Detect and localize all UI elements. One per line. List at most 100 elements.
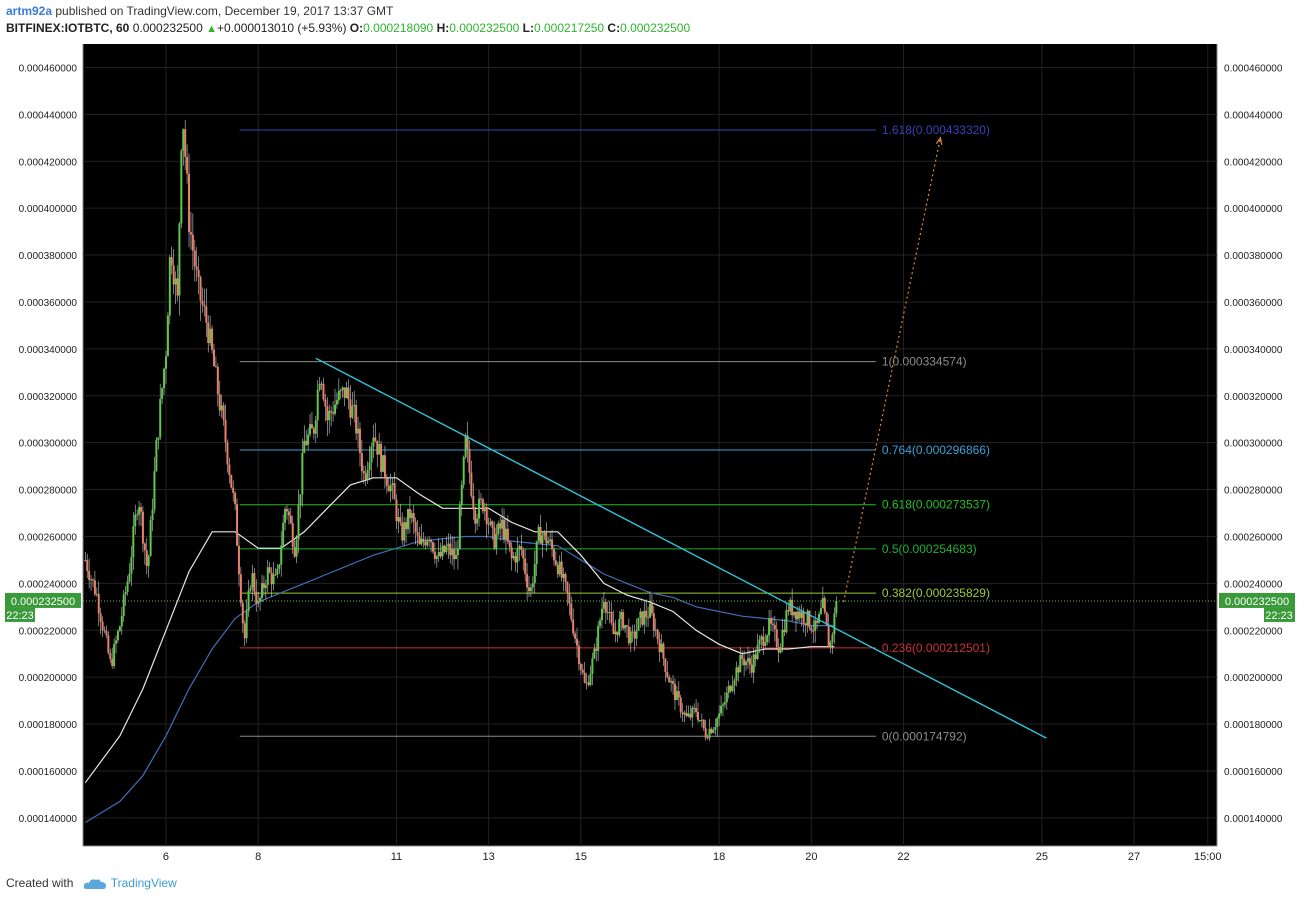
candle-body	[443, 545, 446, 552]
x-tick-label: 27	[1128, 851, 1140, 863]
candle-body	[556, 564, 559, 575]
candle-body	[364, 473, 367, 480]
candle-body	[330, 410, 333, 413]
candle-body	[673, 683, 676, 701]
candle-body	[268, 567, 271, 573]
candle-body	[145, 550, 148, 567]
price-chart[interactable]: 0.000140000 0.000140000 0.000160000 0.00016…	[0, 0, 1302, 870]
y-tick-label-right: 0.000320000	[1224, 392, 1283, 403]
x-tick-label: 15:00	[1194, 851, 1222, 863]
candle-body	[86, 560, 89, 571]
candle-body	[520, 546, 523, 551]
candle-body	[827, 625, 830, 647]
candle-body	[218, 394, 221, 411]
y-tick-label-left: 0.000360000	[19, 298, 78, 309]
candle-body	[599, 620, 602, 626]
candle-body	[756, 644, 759, 660]
candle-body	[535, 541, 538, 565]
candle-body	[370, 446, 373, 463]
candle-body	[253, 573, 256, 592]
candle-body	[647, 617, 650, 619]
candle-body	[353, 404, 356, 406]
candle-body	[547, 541, 550, 544]
candle-body	[554, 560, 557, 565]
candle-body	[649, 603, 651, 618]
y-tick-label-left: 0.000140000	[19, 814, 78, 825]
candle-body	[99, 613, 102, 622]
candle-body	[140, 507, 143, 512]
up-triangle-icon: ▲	[206, 23, 217, 35]
y-tick-label-right: 0.000420000	[1224, 157, 1283, 168]
candle-body	[270, 572, 273, 585]
candle-body	[466, 435, 469, 449]
candle-body	[168, 257, 171, 316]
fib-level-label: 0.618(0.000273537)	[882, 498, 990, 512]
candle-body	[232, 487, 235, 493]
symbol-label: BITFINEX:IOTBTC, 60	[6, 21, 130, 35]
candle-body	[712, 729, 715, 733]
candle-body	[512, 556, 515, 559]
candle-body	[241, 602, 244, 624]
candle-body	[389, 485, 392, 492]
candle-body	[462, 457, 465, 485]
candle-body	[116, 631, 119, 641]
candle-body	[120, 615, 123, 627]
y-tick-label-right: 0.000300000	[1224, 439, 1283, 450]
candle-body	[433, 551, 436, 559]
candle-body	[147, 556, 150, 567]
y-tick-label-right: 0.000280000	[1224, 486, 1283, 497]
candle-body	[741, 654, 744, 659]
candle-body	[821, 597, 824, 609]
candle-body	[293, 547, 296, 557]
candle-body	[616, 631, 619, 636]
candle-body	[526, 573, 529, 588]
countdown-tag-left-bg	[5, 607, 35, 622]
candle-body	[504, 528, 507, 540]
candle-body	[781, 629, 784, 647]
candle-body	[307, 434, 310, 445]
candle-body	[564, 574, 567, 582]
candle-body	[153, 471, 156, 510]
fib-level-label: 1.618(0.000433320)	[882, 123, 990, 137]
candle-body	[549, 539, 552, 542]
candle-body	[643, 610, 646, 625]
candle-body	[478, 498, 481, 519]
candle-body	[695, 707, 698, 713]
candle-body	[485, 506, 488, 524]
candle-body	[170, 257, 173, 266]
candle-body	[312, 428, 315, 434]
candle-body	[216, 366, 219, 395]
candle-body	[639, 611, 642, 619]
y-tick-label-right: 0.000220000	[1224, 626, 1283, 637]
candle-body	[209, 328, 212, 344]
candle-body	[237, 545, 240, 575]
candle-body	[280, 545, 283, 565]
candle-body	[391, 483, 394, 486]
candle-body	[93, 580, 96, 595]
candle-body	[111, 658, 114, 666]
candle-body	[593, 648, 596, 659]
candle-body	[184, 129, 187, 157]
candle-body	[197, 269, 200, 278]
candle-body	[472, 495, 475, 510]
candle-body	[491, 521, 494, 528]
candle-body	[337, 390, 340, 401]
candle-body	[771, 623, 774, 625]
candle-body	[710, 728, 713, 733]
author-link[interactable]: artm92a	[6, 4, 53, 18]
candle-body	[274, 574, 277, 576]
candle-body	[143, 543, 146, 551]
fib-level-label: 0(0.000174792)	[882, 729, 967, 743]
candle-body	[378, 443, 381, 455]
candle-body	[783, 629, 786, 633]
candle-body	[441, 545, 444, 557]
tradingview-link[interactable]: TradingView	[110, 876, 177, 890]
candle-body	[276, 568, 279, 575]
candle-body	[702, 719, 705, 729]
candle-body	[808, 610, 811, 628]
candle-body	[189, 232, 192, 235]
candle-body	[800, 612, 803, 618]
countdown-tag-left: 22:23	[6, 610, 34, 622]
candle-body	[539, 526, 542, 544]
candle-body	[172, 265, 175, 285]
